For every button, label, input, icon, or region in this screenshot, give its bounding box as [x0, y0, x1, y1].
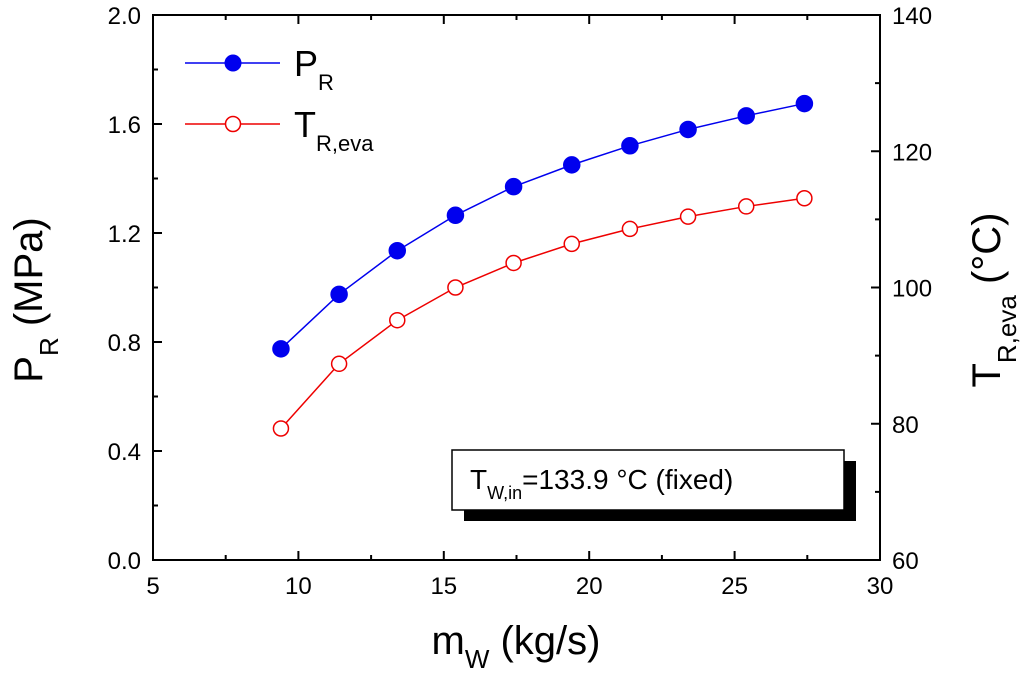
data-point-pr: [737, 107, 755, 125]
series-layer: [272, 94, 814, 437]
annotation-frame: [451, 449, 845, 511]
data-point-pr: [679, 120, 697, 139]
data-point-pr: [504, 177, 523, 196]
y-axis-left-title: PR (MPa): [7, 217, 64, 382]
data-point-tr: [679, 208, 697, 225]
y-right-tick-label: 140: [892, 3, 932, 30]
y-left-tick-label: 0.0: [108, 548, 141, 575]
y-left-tick-label: 1.6: [108, 112, 141, 139]
data-point-tr: [796, 190, 813, 207]
y-right-tick-label: 100: [892, 276, 932, 303]
data-point-pr: [272, 340, 290, 358]
legend: PR TR,eva: [185, 43, 374, 156]
y-left-tick-label: 0.8: [108, 330, 141, 357]
x-axis-title: mW (kg/s): [432, 619, 601, 674]
legend-label-pr: PR: [294, 43, 334, 95]
data-point-tr: [447, 279, 464, 296]
legend-label-tr: TR,eva: [294, 104, 374, 156]
y-left-tick-label: 0.4: [108, 439, 141, 466]
data-point-tr: [621, 220, 639, 238]
data-point-pr: [330, 285, 348, 304]
annotation-text: TW,in=133.9 °C (fixed): [470, 464, 733, 503]
series-line-0: [280, 102, 805, 350]
data-point-tr: [563, 235, 581, 253]
x-tick-label: 5: [146, 573, 159, 600]
x-tick-label: 10: [285, 573, 312, 600]
y-right-tick-label: 60: [892, 548, 919, 575]
x-tick-label: 15: [430, 573, 457, 600]
x-tick-label: 25: [721, 573, 748, 600]
ticks-layer: 5 10 15 20 25 30 0.0 0.4 0.8 1.2 1.6 2.0 60 80 100 120 1…: [108, 3, 932, 600]
y-right-tick-label: 80: [892, 412, 919, 439]
annotation-box: TW,in=133.9 °C (fixed): [451, 449, 856, 521]
data-point-tr: [330, 355, 348, 373]
series-line-1: [280, 197, 805, 430]
legend-marker-pr: [224, 54, 242, 72]
x-tick-label: 30: [867, 573, 894, 600]
y-left-tick-label: 1.2: [108, 221, 141, 248]
y-left-tick-label: 2.0: [108, 3, 141, 30]
data-point-pr: [388, 241, 407, 260]
data-point-tr: [389, 311, 406, 329]
x-tick-label: 20: [576, 573, 603, 600]
data-point-pr: [563, 156, 581, 174]
data-point-pr: [621, 137, 639, 155]
y-right-tick-label: 120: [892, 139, 932, 166]
data-point-pr: [795, 94, 814, 113]
data-point-tr: [737, 198, 755, 215]
y-axis-right-title: TR,eva (°C): [965, 213, 1022, 388]
data-point-pr: [446, 206, 465, 225]
data-point-tr: [505, 254, 522, 272]
legend-marker-tr: [224, 115, 242, 133]
data-point-tr: [272, 420, 290, 437]
